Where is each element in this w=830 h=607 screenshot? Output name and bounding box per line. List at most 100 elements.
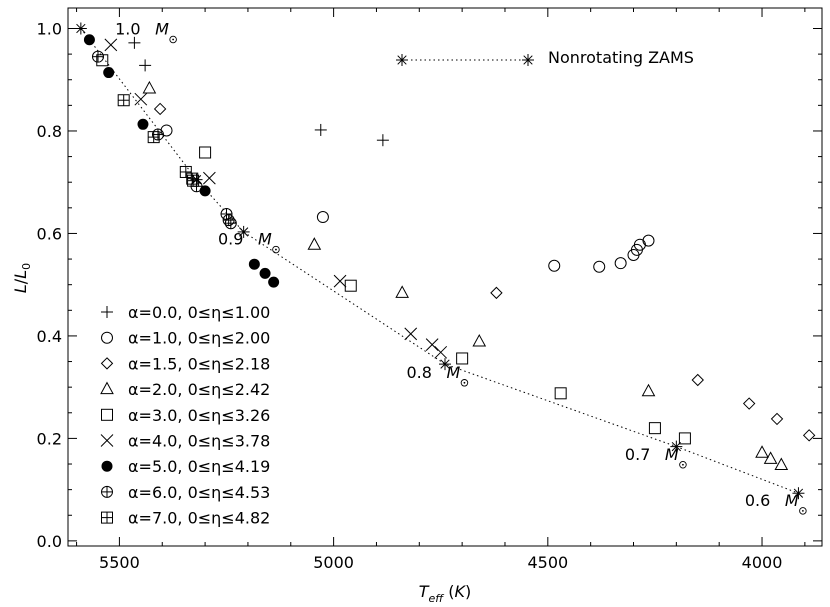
- data-point: [222, 214, 235, 227]
- series-square: [96, 54, 691, 445]
- legend-marker: [101, 460, 113, 472]
- y-axis-label: L/L0: [11, 263, 33, 293]
- zams-legend-label: Nonrotating ZAMS: [548, 48, 694, 67]
- data-point: [774, 457, 789, 471]
- data-point: [203, 171, 216, 185]
- data-point: [593, 260, 606, 273]
- legend-label: α=3.0, 0≤η≤3.26: [128, 406, 270, 425]
- legend-label: α=4.0, 0≤η≤3.78: [128, 432, 270, 451]
- data-point: [770, 412, 784, 426]
- series-plus: [128, 36, 389, 147]
- data-point: [91, 50, 104, 63]
- data-point: [742, 397, 756, 410]
- zams-line: [80, 28, 799, 494]
- series-triangle: [142, 80, 789, 471]
- series-diamond: [153, 102, 816, 442]
- mass-label-value: 0.8: [406, 363, 431, 382]
- data-point: [763, 451, 778, 464]
- legend-marker: [101, 485, 113, 498]
- y-tick-label: 0.2: [37, 429, 62, 448]
- legend-label: α=5.0, 0≤η≤4.19: [128, 457, 270, 476]
- data-point: [307, 237, 322, 250]
- y-tick-label: 1.0: [37, 19, 62, 38]
- legend-marker: [100, 357, 114, 370]
- data-point: [117, 94, 130, 107]
- data-point: [147, 131, 160, 144]
- data-point: [691, 373, 704, 387]
- legend-entry: α=6.0, 0≤η≤4.53: [101, 483, 270, 502]
- svg-text:Teff (K): Teff (K): [419, 582, 472, 605]
- y-tick-label: 0.4: [37, 327, 62, 346]
- y-tick-label: 0.0: [37, 532, 62, 551]
- legend-entry: α=2.0, 0≤η≤2.42: [100, 380, 270, 399]
- zams-markers: [74, 22, 805, 500]
- mass-label-unit: M: [155, 19, 169, 38]
- y-tick-label: 0.8: [37, 122, 62, 141]
- solar-symbol: [460, 378, 469, 387]
- x-tick-label: 4000: [742, 553, 783, 572]
- data-point: [425, 338, 439, 351]
- data-point: [224, 217, 237, 230]
- data-point: [151, 128, 164, 141]
- y-tick-label: 0.6: [37, 224, 62, 243]
- data-point: [139, 59, 152, 72]
- data-point: [134, 92, 148, 106]
- legend-label: α=1.0, 0≤η≤2.00: [128, 329, 270, 348]
- zams-point: [439, 358, 451, 371]
- legend-label: α=0.0, 0≤η≤1.00: [128, 303, 270, 322]
- x-tick-label: 5000: [313, 553, 354, 572]
- series-x: [104, 38, 448, 359]
- series-circle: [160, 124, 655, 273]
- data-point: [96, 54, 109, 67]
- series-filled-circle: [83, 34, 280, 288]
- legend-marker: [101, 511, 113, 524]
- data-point: [648, 422, 661, 435]
- mass-label-value: 0.9: [218, 230, 243, 249]
- svg-text:L/L0: L/L0: [11, 263, 33, 293]
- data-point: [83, 34, 95, 46]
- mass-label-value: 1.0: [115, 19, 140, 38]
- data-point: [404, 327, 418, 341]
- legend-entry: α=4.0, 0≤η≤3.78: [100, 432, 270, 451]
- mass-label-unit: M: [785, 491, 799, 510]
- data-point: [434, 345, 448, 359]
- mass-label-value: 0.7: [625, 445, 650, 464]
- data-point: [490, 286, 503, 300]
- series-square-plus: [117, 94, 200, 187]
- data-point: [142, 80, 157, 94]
- zams-legend-marker-left: [396, 54, 408, 66]
- data-point: [548, 259, 561, 272]
- y-axis: 0.0 0.2 0.4 0.6 0.8 1.0: [37, 19, 822, 551]
- x-axis-label: Teff (K): [419, 582, 472, 605]
- data-point: [199, 146, 212, 159]
- data-series: [83, 34, 816, 471]
- x-tick-label: 5500: [99, 553, 140, 572]
- legend-entry: α=1.0, 0≤η≤2.00: [101, 329, 270, 348]
- solar-symbol: [679, 460, 687, 469]
- legend-label: α=2.0, 0≤η≤2.42: [128, 380, 270, 399]
- solar-symbol: [272, 245, 280, 254]
- legend-entry: α=7.0, 0≤η≤4.82: [101, 509, 270, 528]
- zams-legend-asterisk: [522, 54, 534, 66]
- data-point: [268, 276, 280, 288]
- x-tick-label: 4500: [527, 553, 568, 572]
- data-point: [128, 36, 141, 49]
- legend-marker: [100, 434, 114, 447]
- mass-labels: 1.0 M 0.9 M 0.8 M 0.7 M 0.6 M: [115, 19, 807, 515]
- solar-symbol: [799, 507, 807, 515]
- data-point: [554, 387, 567, 400]
- data-point: [104, 38, 118, 52]
- data-point: [456, 352, 469, 365]
- mass-label-unit: M: [665, 445, 679, 464]
- zams-point: [237, 225, 250, 238]
- mass-label: 0.6 M: [745, 491, 807, 515]
- data-point: [333, 274, 347, 288]
- zams-legend-asterisk: [396, 54, 408, 66]
- zams-legend: Nonrotating ZAMS: [396, 48, 694, 67]
- data-point: [678, 432, 691, 445]
- data-point: [395, 285, 410, 298]
- legend-label: α=7.0, 0≤η≤4.82: [128, 509, 270, 528]
- data-point: [642, 234, 655, 247]
- data-point: [314, 123, 327, 136]
